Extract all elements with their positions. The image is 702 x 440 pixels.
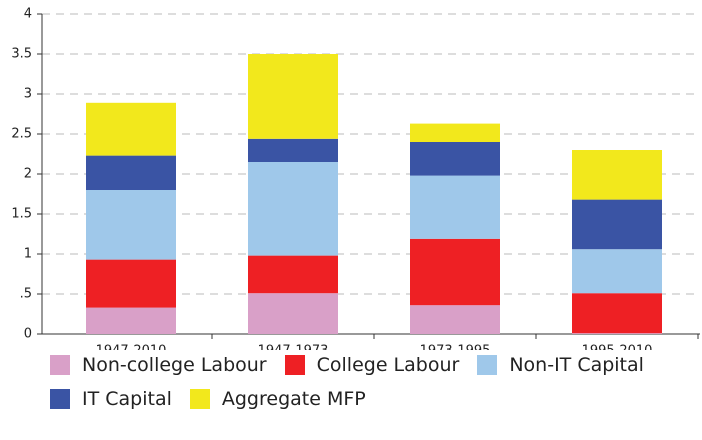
bar-segment bbox=[410, 123, 500, 142]
legend-item: College Labour bbox=[284, 352, 460, 378]
y-tick-label: 0 bbox=[24, 327, 32, 342]
y-tick-label: 1.5 bbox=[11, 207, 32, 222]
legend-label: Non-IT Capital bbox=[509, 354, 644, 376]
y-tick-label: 1 bbox=[24, 247, 32, 262]
bar-segment bbox=[410, 175, 500, 239]
legend-swatch bbox=[477, 355, 498, 375]
bar-segment bbox=[572, 293, 662, 334]
legend-label: Non-college Labour bbox=[82, 354, 267, 376]
x-tick-label: 1947-2010 bbox=[96, 344, 167, 351]
bar-segment bbox=[248, 162, 338, 256]
bar-segment bbox=[572, 249, 662, 294]
chart: 0 .5 1 1.5 2 2.5 3 3.5 4 1947-2010 1947-1973 1973-1… bbox=[11, 7, 700, 351]
y-tick-label: 2.5 bbox=[11, 127, 32, 142]
legend-item: Non-college Labour bbox=[50, 352, 267, 378]
bar-segment bbox=[86, 190, 176, 260]
legend-swatch bbox=[189, 389, 210, 409]
bar-segment bbox=[572, 333, 662, 334]
bar-segment bbox=[86, 307, 176, 334]
legend-item: IT Capital bbox=[50, 386, 172, 412]
bar-segment bbox=[86, 102, 176, 156]
bar-segment bbox=[572, 150, 662, 200]
bar-segment bbox=[572, 199, 662, 250]
legend-label: College Labour bbox=[316, 354, 460, 376]
y-tick-label: 3.5 bbox=[11, 47, 32, 62]
bar-segment bbox=[86, 155, 176, 190]
bar-segment bbox=[410, 142, 500, 176]
bar-segment bbox=[410, 238, 500, 306]
x-tick-label: 1973-1995 bbox=[420, 344, 491, 351]
bar-segment bbox=[86, 259, 176, 308]
bar-segment bbox=[248, 293, 338, 334]
legend-label: IT Capital bbox=[82, 388, 172, 410]
y-tick-label: .5 bbox=[20, 287, 32, 302]
legend-swatch bbox=[284, 355, 305, 375]
legend: Non-college Labour College Labour Non-IT C… bbox=[50, 352, 700, 412]
y-tick-label: 3 bbox=[24, 87, 32, 102]
x-tick-label: 1995-2010 bbox=[582, 344, 653, 351]
bar-segment bbox=[248, 138, 338, 162]
legend-item: Aggregate MFP bbox=[189, 386, 366, 412]
bar-segment bbox=[248, 54, 338, 139]
legend-item: Non-IT Capital bbox=[477, 352, 644, 378]
bar-segment bbox=[248, 255, 338, 294]
legend-swatch bbox=[50, 389, 70, 409]
x-tick-label: 1947-1973 bbox=[258, 344, 329, 351]
legend-label: Aggregate MFP bbox=[221, 388, 366, 410]
legend-swatch bbox=[50, 355, 70, 375]
bar-segment bbox=[410, 305, 500, 334]
y-tick-label: 2 bbox=[24, 167, 32, 182]
y-tick-label: 4 bbox=[24, 7, 32, 22]
